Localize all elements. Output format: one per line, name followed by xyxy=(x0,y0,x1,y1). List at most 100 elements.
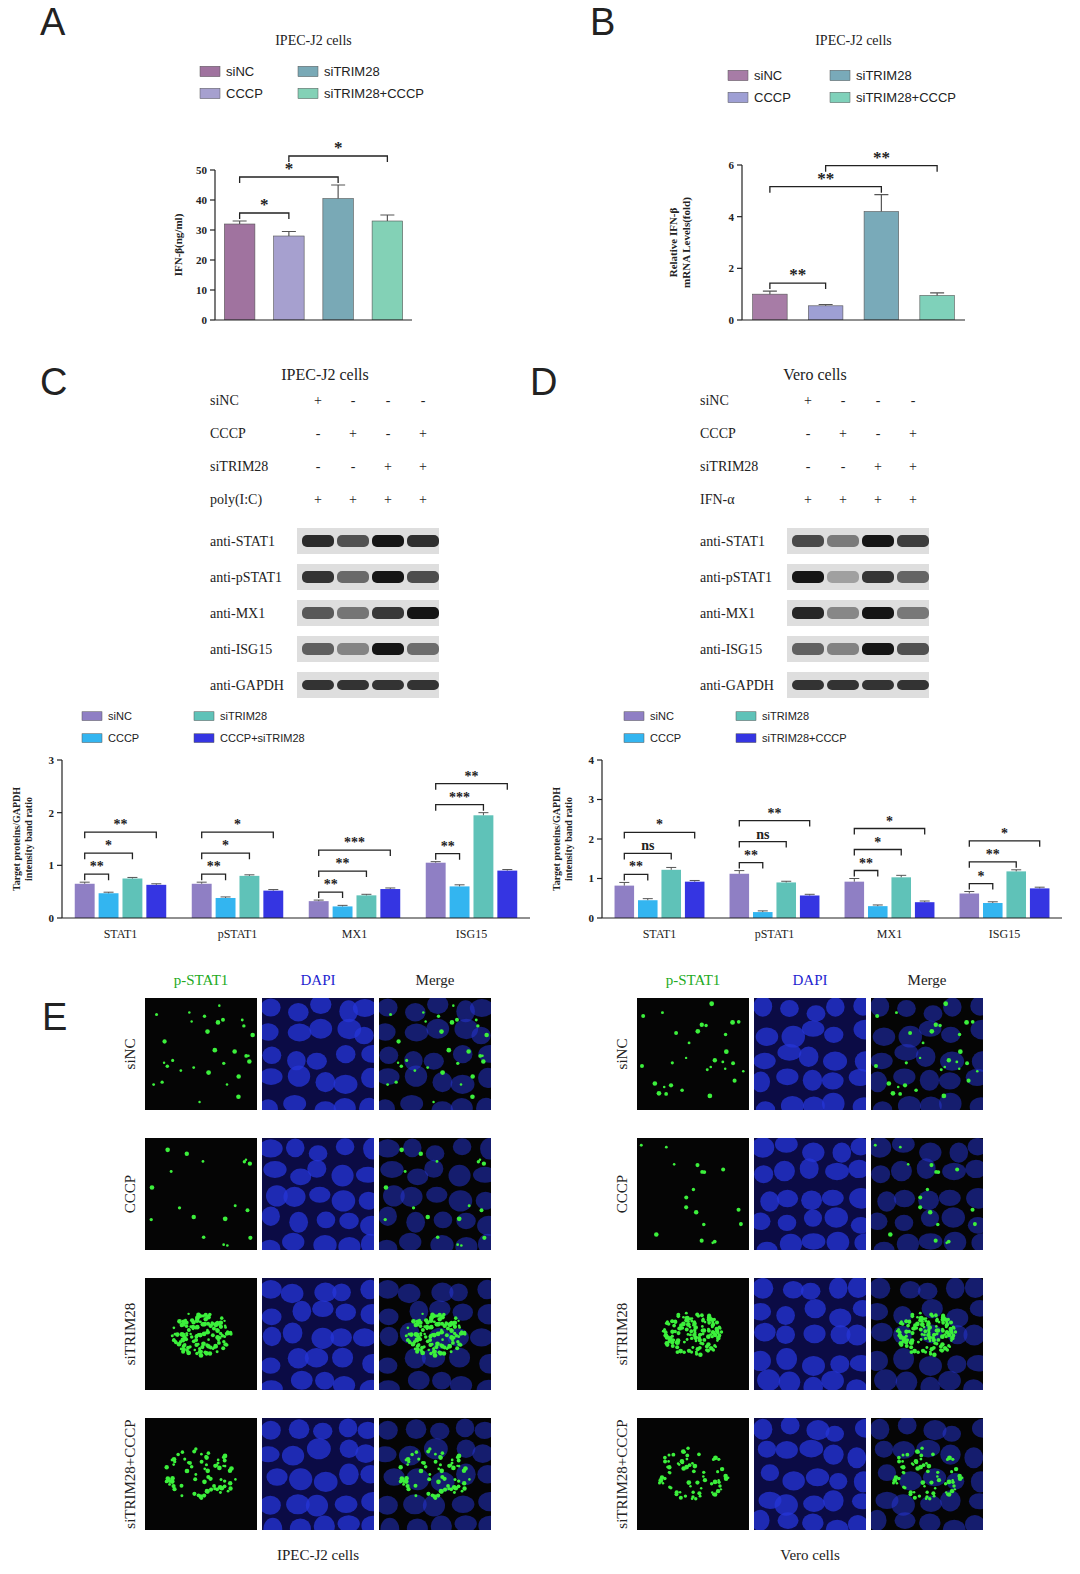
pstat1-signal xyxy=(442,1351,446,1355)
pstat1-signal xyxy=(406,1338,409,1341)
pstat1-signal xyxy=(384,1185,389,1190)
pstat1-signal xyxy=(919,1328,923,1332)
nucleus xyxy=(946,1278,965,1299)
nucleus xyxy=(803,1377,823,1390)
nucleus xyxy=(893,1348,914,1370)
nucleus xyxy=(871,1278,890,1299)
gapdh-band xyxy=(862,680,894,690)
pstat1-signal xyxy=(448,1345,452,1349)
nucleus xyxy=(778,1512,799,1529)
nucleus xyxy=(754,1071,770,1092)
pstat1-signal xyxy=(706,1068,709,1071)
pstat1-signal xyxy=(680,1088,684,1092)
pstat1-signal xyxy=(439,1489,444,1494)
blot-band xyxy=(897,535,929,547)
nucleus xyxy=(848,1515,866,1530)
channel-label: p-STAT1 xyxy=(174,972,229,988)
legend-label: siNC xyxy=(108,710,132,722)
legend-swatch xyxy=(830,92,850,102)
pstat1-signal xyxy=(674,1031,678,1035)
pstat1-signal xyxy=(438,1455,441,1458)
pstat1-signal xyxy=(246,1208,250,1212)
micrograph xyxy=(754,998,866,1110)
nucleus xyxy=(456,1213,475,1230)
nucleus xyxy=(924,1005,943,1021)
nucleus xyxy=(400,1187,422,1207)
pstat1-signal xyxy=(170,1170,173,1173)
nucleus xyxy=(849,1069,866,1086)
nucleus xyxy=(754,1278,773,1299)
nucleus xyxy=(848,1278,866,1298)
nucleus xyxy=(802,1514,823,1530)
pstat1-signal xyxy=(712,1348,715,1351)
pstat1-signal xyxy=(438,1318,441,1321)
pstat1-signal xyxy=(229,1466,234,1471)
pstat1-signal xyxy=(425,1325,429,1329)
pstat1-signal xyxy=(436,1480,441,1485)
nucleus xyxy=(897,1234,919,1250)
pstat1-signal xyxy=(905,1344,909,1348)
bar xyxy=(730,874,750,918)
pstat1-signal xyxy=(699,1495,702,1498)
pstat1-signal xyxy=(437,1350,441,1354)
pstat1-signal xyxy=(686,1447,690,1451)
nucleus xyxy=(361,1045,374,1063)
nucleus xyxy=(283,1095,306,1110)
condition-sign: + xyxy=(349,492,357,507)
pstat1-signal xyxy=(921,1333,924,1336)
error-bar xyxy=(988,902,998,903)
legend-swatch xyxy=(830,70,850,80)
pstat1-signal xyxy=(182,1343,186,1347)
pstat1-signal xyxy=(933,1495,936,1498)
pstat1-signal xyxy=(405,1459,408,1462)
pstat1-signal xyxy=(247,1059,252,1064)
pstat1-signal xyxy=(460,1344,463,1347)
nucleus xyxy=(317,1212,336,1229)
nucleus xyxy=(470,999,491,1017)
nucleus xyxy=(893,1441,915,1459)
axis-title-line: mRNA Levels(fold) xyxy=(680,197,693,288)
blot-strip xyxy=(787,528,929,554)
nucleus xyxy=(358,1422,374,1439)
antibody-label: anti-GAPDH xyxy=(210,678,284,693)
pstat1-signal xyxy=(702,1475,705,1478)
pstat1-signal xyxy=(166,1064,170,1068)
pstat1-signal xyxy=(668,1471,671,1474)
pstat1-signal xyxy=(671,1344,675,1348)
antibody-label: anti-STAT1 xyxy=(210,534,275,549)
pstat1-signal xyxy=(903,1083,907,1087)
pstat1-signal xyxy=(916,1351,920,1355)
condition-sign: - xyxy=(351,393,356,408)
pstat1-signal xyxy=(244,1054,248,1058)
nucleus xyxy=(379,1023,396,1041)
nucleus xyxy=(871,1323,893,1342)
nucleus xyxy=(950,1143,969,1163)
bar xyxy=(685,882,705,918)
micrograph-bg xyxy=(871,998,983,1110)
pstat1-signal xyxy=(677,1315,681,1319)
axis-title-line: intensity band ratio xyxy=(23,797,34,881)
condition-sign: + xyxy=(874,459,882,474)
nucleus xyxy=(921,1324,943,1343)
pstat1-signal xyxy=(219,1320,224,1325)
error-bar xyxy=(896,875,906,877)
micrograph xyxy=(262,1138,374,1250)
nucleus xyxy=(853,1097,866,1110)
pstat1-signal xyxy=(228,1486,232,1490)
nucleus xyxy=(361,1516,374,1530)
legend-swatch xyxy=(194,734,214,743)
pstat1-signal xyxy=(702,1471,705,1474)
blot-band xyxy=(337,607,369,619)
pstat1-signal xyxy=(702,1318,705,1321)
nucleus xyxy=(754,1510,770,1530)
y-tick-label: 40 xyxy=(196,194,208,206)
error-bar xyxy=(380,215,394,221)
nucleus xyxy=(335,1496,358,1513)
y-tick xyxy=(737,268,742,269)
pstat1-signal xyxy=(685,1454,689,1458)
x-axis xyxy=(215,319,412,320)
nucleus xyxy=(851,1217,866,1234)
pstat1-signal xyxy=(941,1328,944,1331)
condition-sign: - xyxy=(421,393,426,408)
condition-label: poly(I:C) xyxy=(210,492,262,508)
